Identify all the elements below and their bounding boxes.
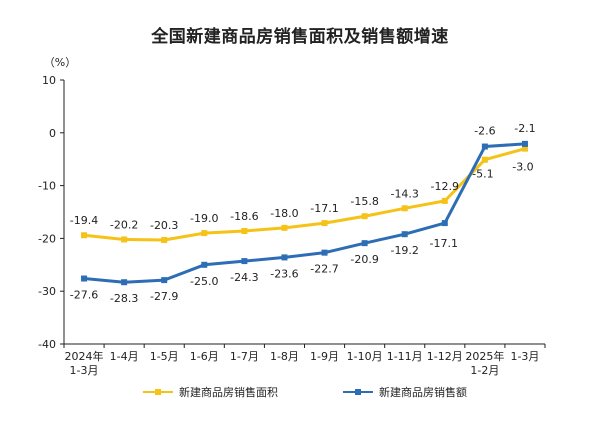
data-label: -19.0 [190,212,218,225]
data-point [81,232,88,239]
data-point [281,224,288,231]
y-tick-label: -30 [38,285,56,298]
data-point [161,277,168,284]
data-label: -19.4 [70,214,98,227]
data-label: -25.0 [190,275,218,288]
data-point [441,197,448,204]
data-point [361,213,368,220]
data-label: -20.2 [110,218,138,231]
data-point [401,205,408,212]
x-tick-label: 1-12月 [427,350,463,363]
data-point [481,156,488,163]
x-tick-label: 1-4月 [110,350,139,363]
data-label: -19.2 [390,244,418,257]
data-point [161,236,168,243]
data-point [481,143,488,150]
y-tick-label: -40 [38,338,56,351]
data-label: -2.6 [474,125,495,138]
data-point [321,249,328,256]
series-line-1 [83,142,526,284]
data-point [121,236,128,243]
data-point [201,261,208,268]
data-label: -28.3 [110,292,138,305]
data-point [361,240,368,247]
chart-axes: 10 0 -10 -20 -30 -40 2024年 1-3月 1-4月 1-5月 1-6月 1-7月… [38,74,546,377]
data-point [281,254,288,261]
x-tick-label: 2025年 1-2月 [465,349,504,377]
x-tick-label: 1-9月 [310,350,339,363]
series-line-0 [83,147,526,242]
data-label: -17.1 [310,202,338,215]
legend-swatch-sales-value [343,389,373,395]
x-tick-label: 1-6月 [190,350,219,363]
series-layer [81,140,528,286]
data-label: -18.6 [230,210,258,223]
data-label: -24.3 [230,271,258,284]
legend-label-sales-area: 新建商品房销售面积 [179,386,278,399]
data-label: -2.1 [514,122,535,135]
data-label: -20.3 [150,219,178,232]
data-point [521,140,528,147]
x-tick-label: 1-8月 [270,350,299,363]
y-tick-label: 10 [42,74,56,87]
legend-swatch-sales-area [143,389,173,395]
data-label: -14.3 [390,187,418,200]
data-label: -17.1 [430,237,458,250]
data-label: -22.7 [310,263,338,276]
data-point [441,220,448,227]
x-tick-label: 1-3月 [510,350,539,363]
data-label: -12.9 [431,180,459,193]
data-point [241,228,248,235]
y-axis-unit-label: （%） [44,56,76,69]
legend-label-sales-value: 新建商品房销售额 [379,386,467,399]
data-point [201,230,208,237]
data-label: -5.1 [472,168,493,181]
x-tick-label: 1-7月 [230,350,259,363]
data-point [241,258,248,265]
data-point [121,279,128,286]
legend-item-sales-area: 新建商品房销售面积 [143,384,278,400]
data-point [401,231,408,238]
x-tick-label: 1-10月 [347,350,383,363]
data-label: -20.9 [350,253,378,266]
data-label: -27.9 [150,290,178,303]
y-tick-label: -10 [38,180,56,193]
data-point [521,145,528,152]
data-point [81,275,88,282]
x-tick-label: 1-5月 [150,350,179,363]
y-tick-label: -20 [38,232,56,245]
legend-item-sales-value: 新建商品房销售额 [343,384,467,400]
data-point [321,220,328,227]
data-label: -23.6 [270,267,298,280]
data-label: -15.8 [350,195,378,208]
chart-title: 全国新建商品房销售面积及销售额增速 [151,27,449,47]
data-label: -27.6 [70,289,98,302]
data-label: -3.0 [512,161,533,174]
x-tick-label: 2024年 1-3月 [65,349,104,377]
data-labels-layer: -19.4 -20.2 -20.3 -19.0 -18.6 -18.0 -17.1 -15.8… [70,122,536,305]
data-label: -18.0 [270,207,298,220]
y-tick-label: 0 [49,127,56,140]
x-tick-label: 1-11月 [387,350,423,363]
